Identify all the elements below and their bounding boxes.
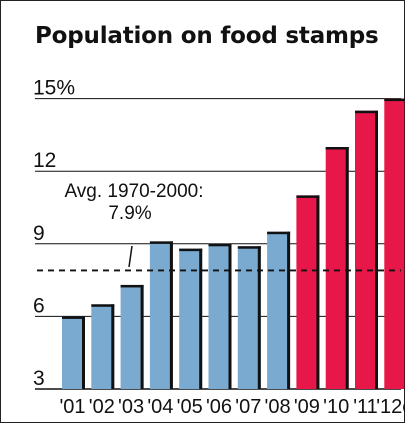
reference-line-group: Avg. 1970-2000:7.9% — [37, 181, 401, 272]
x-axis-category-labels: '01'02'03'04'05'06'07'08'09'10'11'12e — [59, 396, 405, 418]
bar — [296, 195, 320, 389]
x-category-label: '05 — [177, 396, 203, 418]
bar-top-edge — [179, 248, 203, 252]
bar-top-edge — [325, 147, 349, 150]
chart-title: Population on food stamps — [35, 23, 379, 49]
x-category-label: '10 — [323, 396, 349, 418]
bar — [120, 284, 144, 389]
x-category-label: '03 — [118, 396, 144, 418]
bar — [62, 316, 85, 389]
bar — [149, 241, 173, 389]
bar-top-edge — [355, 110, 378, 114]
y-tick-label: 9 — [33, 222, 45, 245]
x-category-label: '07 — [235, 396, 261, 418]
y-tick-label: 3 — [33, 367, 45, 390]
bar-top-edge — [62, 316, 85, 319]
bar-edge — [199, 248, 203, 389]
bar-edge — [140, 284, 144, 389]
x-category-label: '08 — [265, 396, 291, 418]
bar-top-edge — [296, 195, 320, 198]
bar-top-edge — [384, 98, 405, 102]
y-tick-label: 15% — [33, 77, 75, 100]
average-label-pointer — [128, 245, 133, 268]
bar-edge — [257, 246, 261, 389]
bar-top-edge — [208, 243, 232, 247]
y-axis-tick-labels: 3 6 9 12 15% — [33, 77, 75, 390]
bars — [62, 98, 405, 389]
x-category-label: '02 — [89, 396, 115, 418]
bar — [91, 304, 115, 389]
y-tick-label: 6 — [33, 294, 45, 317]
average-label-line1: Avg. 1970-2000: — [64, 181, 203, 202]
bar — [355, 110, 378, 389]
bar — [384, 98, 405, 389]
y-tick-label: 12 — [33, 149, 56, 172]
bar-top-edge — [149, 241, 173, 244]
bar-top-edge — [120, 284, 144, 288]
average-label-line2: 7.9% — [108, 203, 151, 224]
bar-edge — [375, 110, 378, 389]
bar-edge — [169, 241, 173, 389]
bar-edge — [111, 304, 115, 389]
x-category-label: '04 — [147, 396, 173, 418]
bar-edge — [287, 231, 291, 389]
bar — [237, 246, 261, 389]
bar-edge — [316, 195, 320, 389]
x-category-label: '12e — [376, 396, 405, 418]
bar — [267, 231, 291, 389]
bar — [179, 248, 203, 389]
bar-top-edge — [91, 304, 115, 307]
x-category-label: '09 — [294, 396, 320, 418]
bar-edge — [82, 316, 85, 389]
bar-top-edge — [267, 231, 291, 235]
x-category-label: '06 — [206, 396, 232, 418]
bar-edge — [228, 243, 232, 389]
bar-top-edge — [237, 246, 261, 249]
x-category-label: '01 — [59, 396, 85, 418]
x-category-label: '11 — [353, 396, 378, 418]
bar — [325, 147, 349, 389]
bar-edge — [345, 147, 349, 389]
bar — [208, 243, 232, 389]
